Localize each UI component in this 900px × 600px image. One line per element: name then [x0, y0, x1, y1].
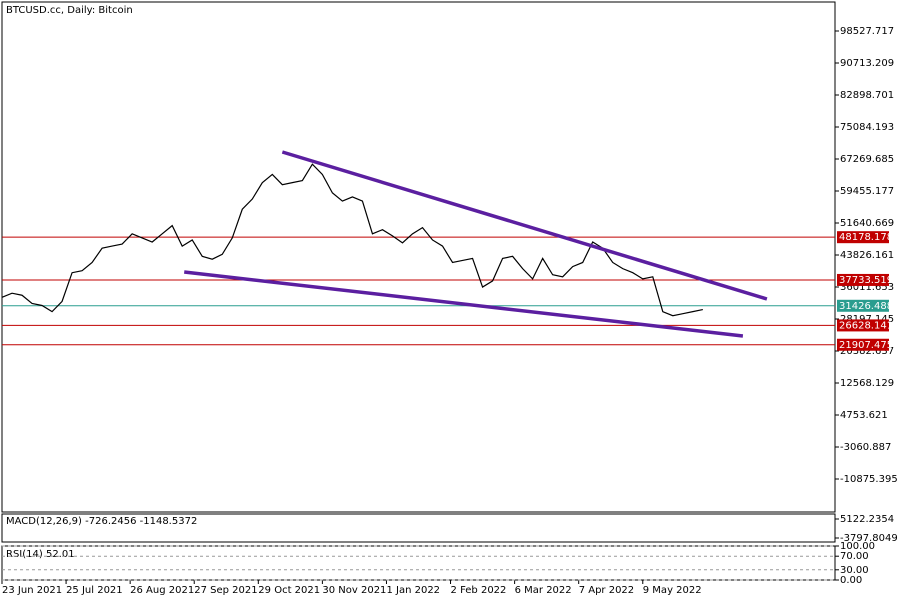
rsi-tick-label: 70.00	[840, 551, 869, 562]
rsi-tick-label: 30.00	[840, 565, 869, 576]
y-tick-label: 20382.637	[840, 346, 894, 357]
y-tick-label: 51640.669	[840, 218, 894, 229]
y-tick-label: 4753.621	[840, 410, 888, 421]
chart-title: BTCUSD.cc, Daily: Bitcoin	[6, 5, 133, 16]
macd-tick-label: -3797.8049	[840, 533, 898, 544]
macd-label: MACD(12,26,9) -726.2456 -1148.5372	[6, 516, 197, 527]
y-tick-label: 43826.161	[840, 250, 894, 261]
level-label: 26628.141	[839, 320, 893, 331]
level-label: 31426.488	[839, 301, 893, 312]
x-tick-label: 30 Nov 2021	[322, 585, 386, 596]
level-label-box	[837, 319, 889, 332]
price-line	[1, 163, 703, 317]
rsi-panel	[1, 545, 836, 581]
y-tick-label: -10875.395	[840, 474, 898, 485]
main-panel	[1, 1, 836, 513]
y-tick-label: 36011.653	[840, 282, 894, 293]
x-tick-label: 29 Oct 2021	[258, 585, 320, 596]
x-tick-label: 27 Sep 2021	[194, 585, 257, 596]
macd-panel	[1, 513, 836, 543]
y-tick-label: 59455.177	[840, 186, 894, 197]
level-label-box	[837, 299, 889, 312]
level-label: 37733.519	[839, 275, 893, 286]
x-tick-label: 9 May 2022	[643, 585, 702, 596]
rsi-tick-label: 100.00	[840, 541, 875, 552]
y-tick-label: 12568.129	[840, 378, 894, 389]
level-label-box	[837, 231, 889, 244]
rsi-tick-label: 0.00	[840, 575, 862, 586]
trend-line	[281, 150, 768, 301]
level-label-box	[837, 273, 889, 286]
y-tick-label: -3060.887	[840, 442, 891, 453]
y-tick-label: 82898.701	[840, 90, 894, 101]
x-tick-label: 2 Feb 2022	[451, 585, 507, 596]
y-tick-label: 98527.717	[840, 26, 894, 37]
x-tick-label: 26 Aug 2021	[130, 585, 194, 596]
x-tick-label: 25 Jul 2021	[66, 585, 123, 596]
x-tick-label: 7 Apr 2022	[579, 585, 634, 596]
rsi-label: RSI(14) 52.01	[6, 549, 75, 560]
x-tick-label: 23 Jun 2021	[2, 585, 62, 596]
level-label: 48178.178	[839, 232, 893, 243]
x-tick-label: 6 Mar 2022	[515, 585, 572, 596]
x-tick-label: 1 Jan 2022	[386, 585, 440, 596]
macd-tick-label: 5122.2354	[840, 514, 894, 525]
level-label-box	[837, 338, 889, 351]
level-label: 21907.475	[839, 340, 893, 351]
y-tick-label: 67269.685	[840, 154, 894, 165]
trend-line	[184, 270, 744, 338]
y-tick-label: 90713.209	[840, 58, 894, 69]
y-tick-label: 75084.193	[840, 122, 894, 133]
